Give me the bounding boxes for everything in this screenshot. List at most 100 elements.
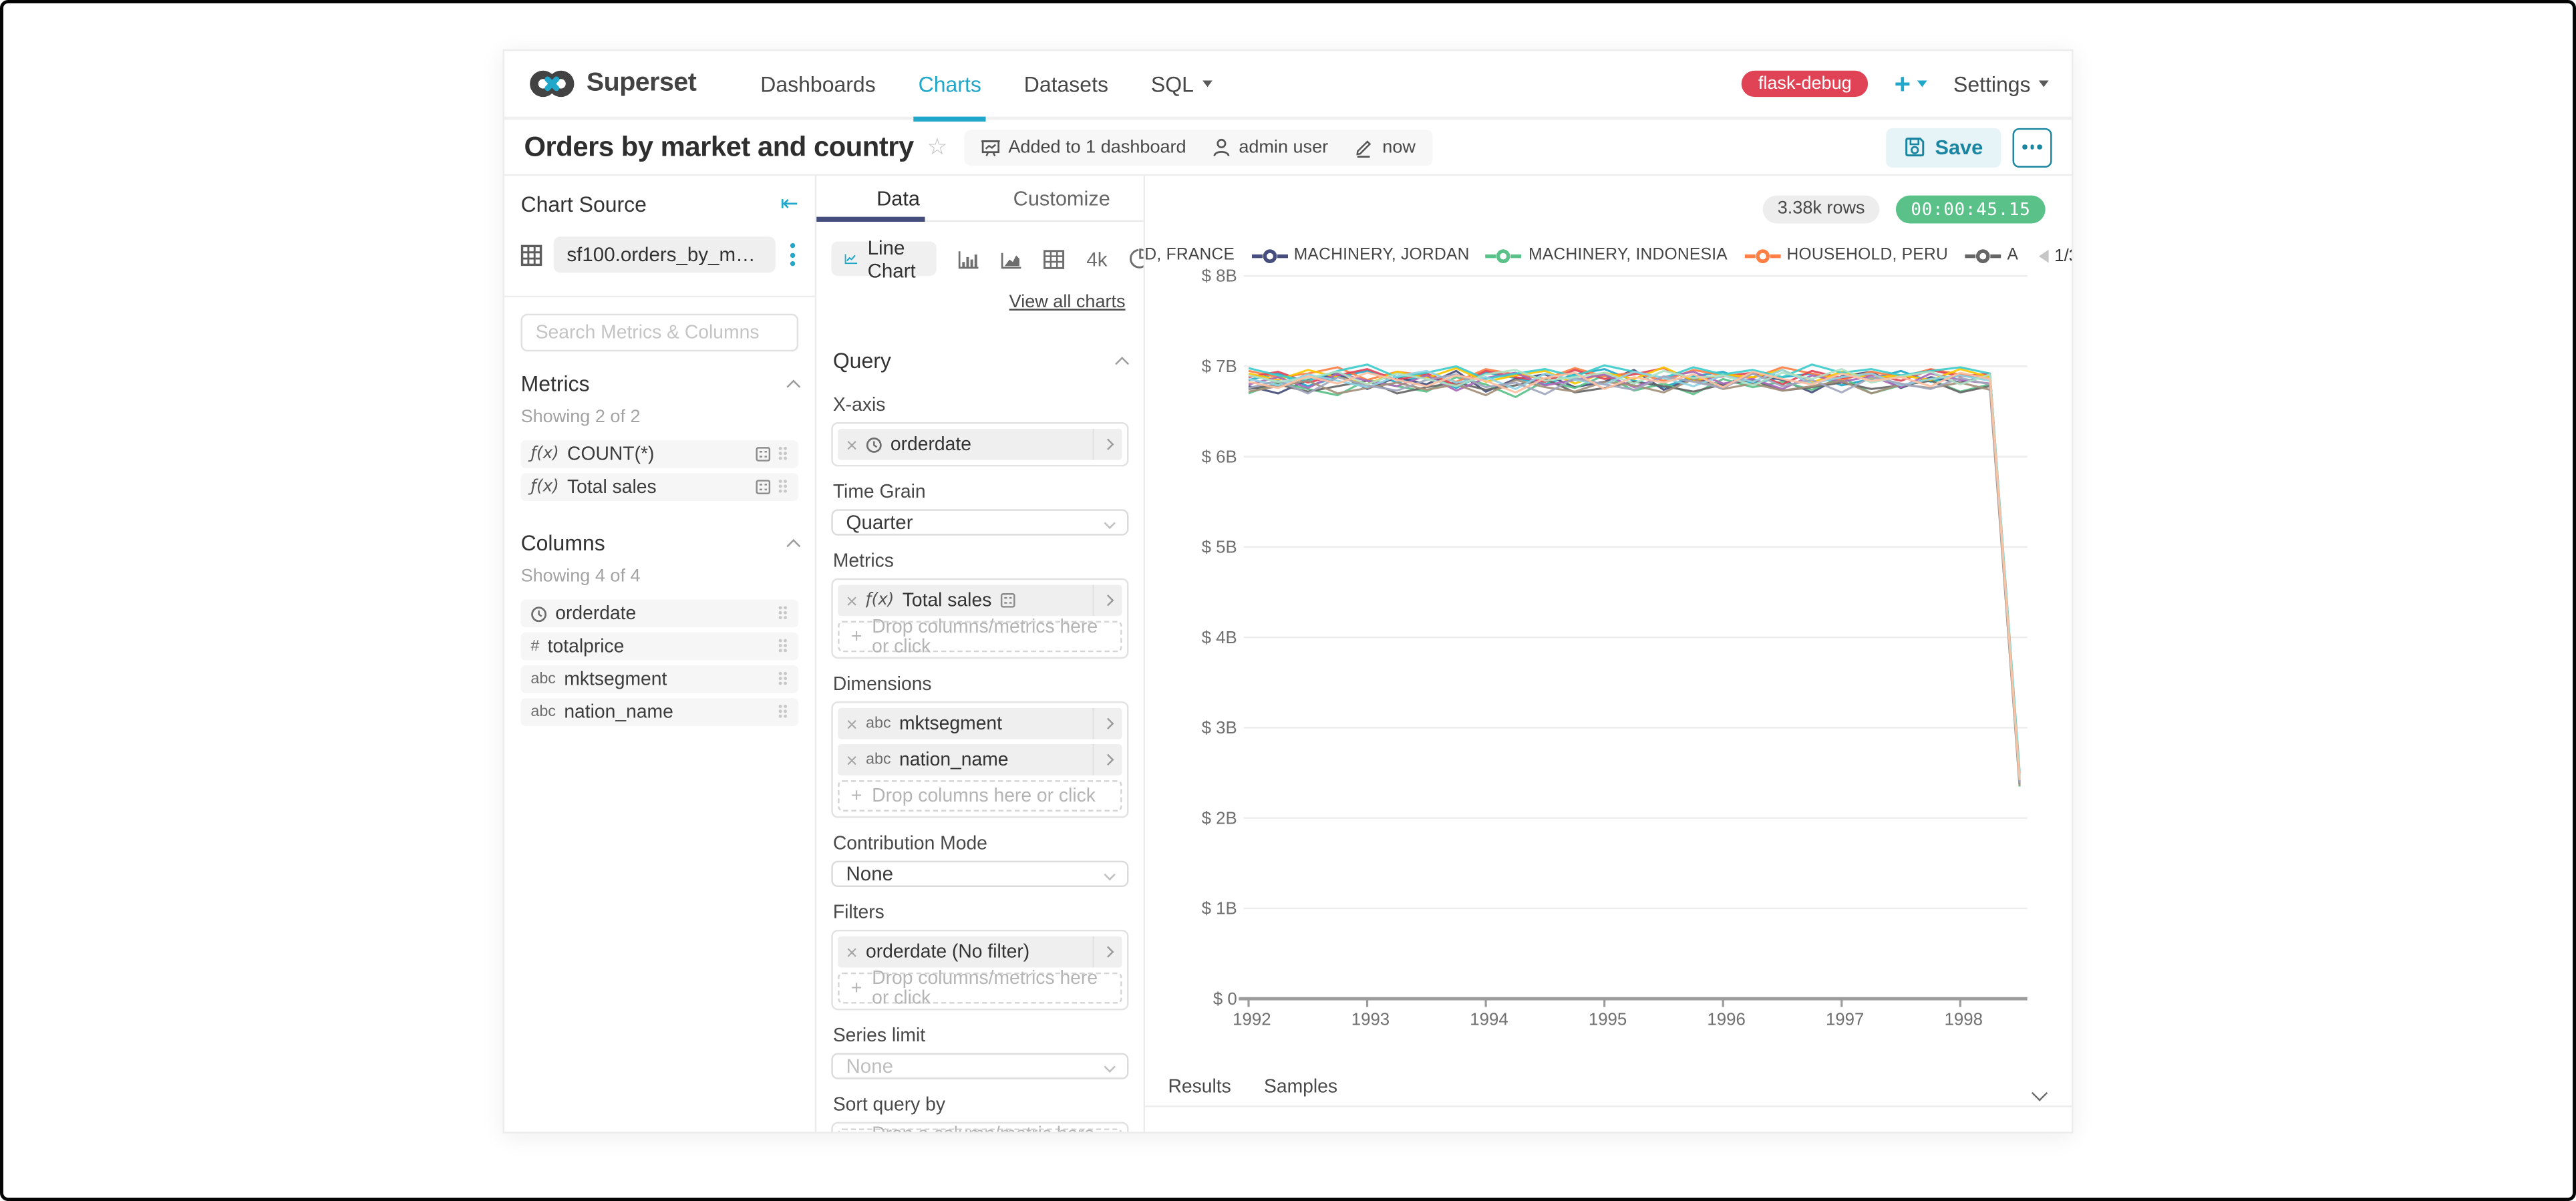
viz-area-chart-icon[interactable] — [1001, 249, 1022, 269]
legend-item-machinery-jordan[interactable]: MACHINERY, JORDAN — [1251, 246, 1470, 265]
expand-control-icon[interactable] — [1092, 744, 1122, 776]
column-item-nation-name[interactable]: abc nation_name — [520, 698, 799, 726]
series-limit-select[interactable]: None — [831, 1053, 1129, 1079]
time-grain-select[interactable]: Quarter — [831, 509, 1129, 536]
chart-line-series-9 — [1248, 377, 2021, 786]
drag-handle-icon[interactable] — [778, 671, 789, 687]
dashboard-chart-icon — [981, 139, 1000, 156]
dashboards-meta[interactable]: Added to 1 dashboard — [981, 137, 1186, 157]
legend-item-machinery-indonesia[interactable]: MACHINERY, INDONESIA — [1486, 246, 1728, 265]
contribution-mode-select[interactable]: None — [831, 860, 1129, 887]
chart-line-series-3 — [1248, 366, 2021, 774]
chevron-down-icon — [1917, 80, 1927, 88]
nav-item-sql-label: SQL — [1150, 71, 1194, 96]
viz-bar-chart-icon[interactable] — [959, 249, 980, 269]
viz-big-number-button[interactable]: 4k — [1086, 247, 1108, 271]
drag-handle-icon[interactable] — [778, 639, 789, 654]
nav-item-dashboards[interactable]: Dashboards — [760, 71, 876, 96]
filters-dropzone[interactable]: + Drop columns/metrics here or click — [838, 969, 1122, 1008]
search-metrics-columns-input[interactable] — [520, 313, 799, 352]
remove-icon[interactable]: × — [846, 940, 858, 964]
dataset-name[interactable]: sf100.orders_by_market_na... — [553, 236, 776, 273]
new-item-button[interactable]: + — [1895, 70, 1927, 98]
active-tab-indicator — [816, 216, 925, 222]
legend-item-household-peru[interactable]: HOUSEHOLD, PERU — [1744, 246, 1948, 265]
viz-pie-chart-icon[interactable] — [1129, 248, 1144, 269]
chart-line-series-11 — [1248, 372, 2021, 783]
chart-line-series-4 — [1248, 377, 2021, 784]
metrics-section-header[interactable]: Metrics — [521, 371, 801, 396]
drag-handle-icon[interactable] — [778, 480, 789, 494]
metrics-label: Metrics — [832, 552, 894, 572]
drag-handle-icon[interactable] — [778, 704, 789, 719]
remove-icon[interactable]: × — [846, 588, 858, 613]
expand-control-icon[interactable] — [1092, 428, 1122, 460]
y-axis-tick-label: $ 2B — [1202, 809, 1237, 828]
chart-status-badges: 3.38k rows 00:00:45.15 — [1762, 195, 2046, 224]
viz-line-chart-button[interactable]: Line Chart — [831, 236, 937, 282]
sort-query-dropzone[interactable]: + Drop a column/metric here or click — [838, 1124, 1122, 1132]
superset-logo[interactable]: Superset — [527, 67, 697, 100]
modified-meta[interactable]: now — [1354, 137, 1416, 157]
settings-menu[interactable]: Settings — [1953, 71, 2049, 96]
save-floppy-icon — [1905, 138, 1924, 157]
expand-control-icon[interactable] — [1092, 707, 1122, 739]
save-button[interactable]: Save — [1885, 127, 2001, 167]
chevron-down-icon — [1202, 80, 1212, 88]
tab-customize[interactable]: Customize — [1013, 186, 1110, 210]
nav-item-charts[interactable]: Charts — [897, 49, 1003, 122]
remove-icon[interactable]: × — [846, 712, 858, 735]
favorite-star-icon[interactable]: ☆ — [927, 134, 948, 160]
expand-control-icon[interactable] — [1092, 936, 1122, 968]
tab-results[interactable]: Results — [1168, 1077, 1231, 1097]
drag-handle-icon[interactable] — [778, 606, 789, 621]
column-item-totalprice[interactable]: # totalprice — [520, 632, 799, 661]
series-limit-label: Series limit — [832, 1027, 926, 1047]
drag-handle-icon[interactable] — [778, 446, 789, 462]
metrics-dropzone[interactable]: + Drop columns/metrics here or click — [838, 617, 1122, 656]
columns-section-header[interactable]: Columns — [521, 530, 801, 555]
column-label: totalprice — [547, 636, 625, 657]
tab-data[interactable]: Data — [876, 186, 921, 210]
query-section-header[interactable]: Query — [832, 348, 1130, 373]
column-item-orderdate[interactable]: orderdate — [520, 599, 799, 628]
x-axis-tick-label: 1993 — [1351, 1011, 1390, 1029]
table-dataset-icon — [520, 244, 542, 265]
filters-label: Filters — [832, 903, 884, 924]
divider — [504, 295, 815, 298]
metric-value-pill[interactable]: × ƒ(x) Total sales — [838, 584, 1122, 617]
xaxis-value-pill[interactable]: × orderdate — [838, 428, 1122, 460]
nav-item-sql[interactable]: SQL — [1130, 49, 1233, 118]
view-all-charts-link[interactable]: View all charts — [1009, 292, 1126, 313]
numeric-type-icon: # — [530, 637, 540, 656]
nav-item-datasets[interactable]: Datasets — [1023, 71, 1108, 96]
dimension-pill-nation-name[interactable]: × abc nation_name — [838, 744, 1122, 776]
dimension-pill-mktsegment[interactable]: × abc mktsegment — [838, 707, 1122, 739]
function-icon: ƒ(x) — [530, 478, 559, 496]
dropzone-hint: Drop a column/metric here or click — [872, 1124, 1109, 1132]
legend-item-household-france[interactable]: HOUSEHOLD, FRANCE — [1145, 246, 1235, 265]
metric-item-count[interactable]: ƒ(x) COUNT(*) — [520, 440, 799, 468]
legend-prev-page-icon[interactable] — [2038, 248, 2048, 263]
tab-samples[interactable]: Samples — [1264, 1077, 1338, 1097]
legend-item-truncated[interactable]: A — [1964, 246, 2019, 265]
y-axis-tick-label: $ 6B — [1202, 448, 1237, 466]
dimensions-dropzone[interactable]: + Drop columns here or click — [838, 780, 1122, 812]
expand-control-icon[interactable] — [1092, 584, 1122, 617]
collapse-panel-icon[interactable]: ⇤ — [780, 192, 799, 217]
contribution-mode-label: Contribution Mode — [832, 834, 987, 854]
query-section-title: Query — [832, 348, 891, 373]
remove-icon[interactable]: × — [846, 432, 858, 456]
more-options-button[interactable] — [2012, 127, 2052, 167]
chevron-up-icon — [786, 538, 801, 552]
page-title[interactable]: Orders by market and country — [524, 130, 914, 162]
filter-pill-orderdate[interactable]: × orderdate (No filter) — [838, 936, 1122, 968]
remove-icon[interactable]: × — [846, 748, 858, 771]
collapse-results-icon[interactable] — [2031, 1077, 2048, 1107]
column-item-mktsegment[interactable]: abc mktsegment — [520, 665, 799, 693]
dataset-options-kebab-icon[interactable] — [787, 240, 798, 269]
metric-item-total-sales[interactable]: ƒ(x) Total sales — [520, 473, 799, 502]
panel-tabs: Data Customize — [816, 176, 1144, 222]
viz-table-icon[interactable] — [1043, 249, 1065, 269]
legend-marker-icon — [1486, 248, 1522, 263]
